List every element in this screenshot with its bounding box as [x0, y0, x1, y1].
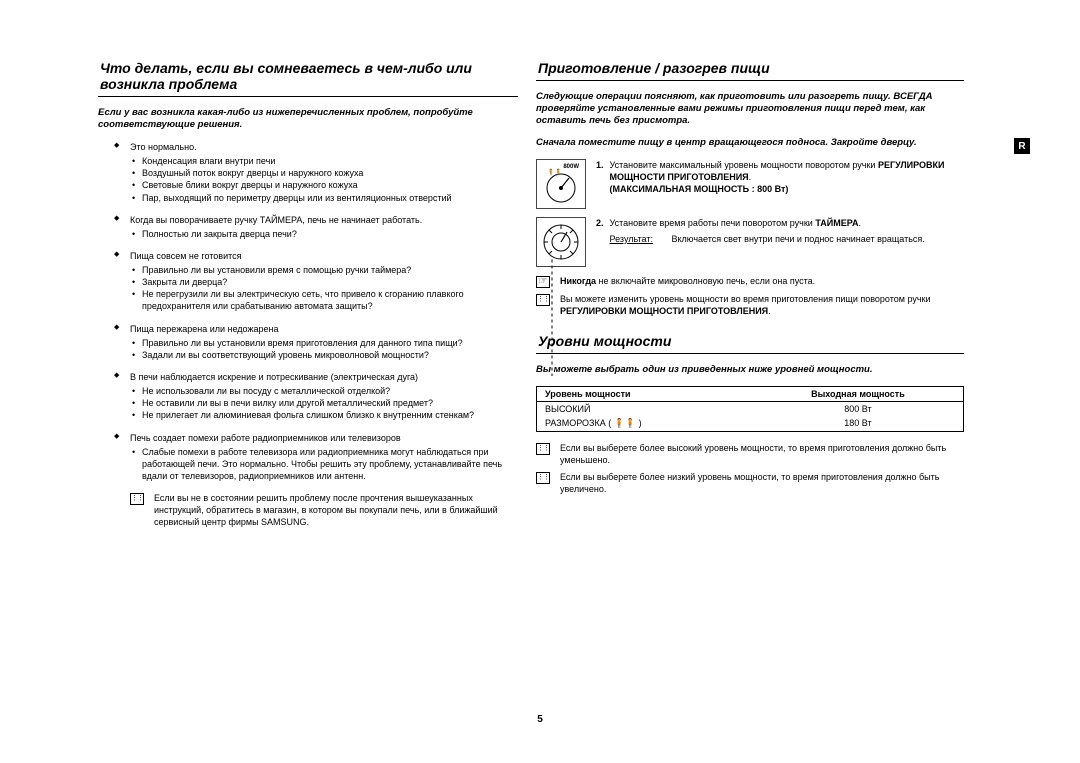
result-text: Включается свет внутри печи и поднос нач… [672, 233, 925, 245]
power-dial-icon: 800W 🧍🧍 [536, 159, 586, 209]
trouble-item: Пища пережарена или недожарена Правильно… [98, 323, 518, 361]
step-number: 1. [596, 159, 604, 209]
sub-item: Световые блики вокруг дверцы и наружного… [130, 179, 518, 191]
note-icon [536, 443, 550, 455]
timer-dial-icon [536, 217, 586, 267]
item-lead: Когда вы поворачиваете ручку ТАЙМЕРА, пе… [130, 215, 422, 225]
tip-text: Если вы выберете более высокий уровень м… [560, 442, 964, 466]
step-1: 800W 🧍🧍 1. Установите максимальный урове… [536, 159, 964, 209]
never-note: Никогда не включайте микроволновую печь,… [536, 275, 964, 288]
sub-item: Закрыта ли дверца? [130, 276, 518, 288]
page-number: 5 [0, 714, 1080, 725]
sub-item: Не оставили ли вы в печи вилку или друго… [130, 397, 518, 409]
table-row: ВЫСОКИЙ 800 Вт [537, 401, 964, 416]
title-text: Приготовление / разогрев пищи [538, 60, 770, 76]
item-lead: Пища пережарена или недожарена [130, 324, 278, 334]
never-bold: Никогда [560, 276, 596, 286]
language-tab: R [1014, 138, 1030, 154]
cooking-intro-2: Сначала поместите пищу в центр вращающег… [536, 137, 964, 149]
left-title: Что делать, если вы сомневаетесь в чем-л… [98, 60, 518, 97]
trouble-item: Это нормально. Конденсация влаги внутри … [98, 141, 518, 204]
cell: 800 Вт [753, 401, 964, 416]
step-2: 2. Установите время работы печи поворото… [536, 217, 964, 267]
col-level: Уровень мощности [537, 386, 753, 401]
table-row: РАЗМОРОЗКА ( 🧍🧍 ) 180 Вт [537, 416, 964, 432]
result-label: Результат: [610, 233, 664, 245]
title-text: Уровни мощности [538, 333, 671, 349]
sub-item: Воздушный поток вокруг дверцы и наружног… [130, 167, 518, 179]
left-column: Что делать, если вы сомневаетесь в чем-л… [98, 60, 518, 529]
samsung-note: Если вы не в состоянии решить проблему п… [98, 492, 518, 528]
trouble-item: Пища совсем не готовится Правильно ли вы… [98, 250, 518, 313]
item-lead: Печь создает помехи работе радиоприемник… [130, 433, 401, 443]
sub-item: Задали ли вы соответствующий уровень мик… [130, 349, 518, 361]
step-bold: ТАЙМЕРА [815, 218, 858, 228]
tip-lower: Если вы выберете более низкий уровень мо… [536, 471, 964, 495]
sub-item: Правильно ли вы установили время пригото… [130, 337, 518, 349]
sub-item: Не перегрузили ли вы электрическую сеть,… [130, 288, 518, 312]
perforation-marks [551, 258, 553, 376]
note-icon [536, 472, 550, 484]
left-title-text: Что делать, если вы сомневаетесь в чем-л… [100, 60, 472, 92]
note-icon [536, 294, 550, 306]
tip-text: Если вы выберете более низкий уровень мо… [560, 471, 964, 495]
power-intro: Вы можете выбрать один из приведенных ни… [536, 364, 964, 376]
hand-icon [536, 276, 550, 288]
sub-item: Не использовали ли вы посуду с металличе… [130, 385, 518, 397]
trouble-item: Когда вы поворачиваете ручку ТАЙМЕРА, пе… [98, 214, 518, 240]
dial-label: 800W [563, 164, 579, 170]
cell: 180 Вт [753, 416, 964, 432]
power-levels-title: Уровни мощности [536, 333, 964, 354]
left-intro: Если у вас возникла какая-либо из нижепе… [98, 107, 518, 131]
never-text: не включайте микроволновую печь, если он… [596, 276, 815, 286]
step-text: Установите время работы печи поворотом р… [610, 218, 816, 228]
item-lead: Это нормально. [130, 142, 197, 152]
cooking-title: Приготовление / разогрев пищи [536, 60, 964, 81]
note-icon [130, 493, 144, 505]
note-text: Если вы не в состоянии решить проблему п… [154, 492, 518, 528]
item-lead: Пища совсем не готовится [130, 251, 242, 261]
trouble-item: В печи наблюдается искрение и потрескива… [98, 371, 518, 422]
note-bold: РЕГУЛИРОВКИ МОЩНОСТИ ПРИГОТОВЛЕНИЯ [560, 306, 768, 316]
svg-text:🧍🧍: 🧍🧍 [547, 168, 562, 176]
cooking-intro-1: Следующие операции поясняют, как пригото… [536, 91, 964, 127]
step-text: Установите максимальный уровень мощности… [610, 160, 878, 170]
note-text: Вы можете изменить уровень мощности во в… [560, 294, 931, 304]
troubleshoot-list: Это нормально. Конденсация влаги внутри … [98, 141, 518, 482]
step-number: 2. [596, 217, 604, 245]
cell: ВЫСОКИЙ [537, 401, 753, 416]
sub-item: Слабые помехи в работе телевизора или ра… [130, 446, 518, 482]
sub-item: Пар, выходящий по периметру дверцы или и… [130, 192, 518, 204]
right-column: Приготовление / разогрев пищи Следующие … [536, 60, 964, 529]
col-output: Выходная мощность [753, 386, 964, 401]
cell: РАЗМОРОЗКА ( 🧍🧍 ) [537, 416, 753, 432]
change-power-note: Вы можете изменить уровень мощности во в… [536, 293, 964, 317]
step-max: (МАКСИМАЛЬНАЯ МОЩНОСТЬ : 800 Вт) [610, 184, 789, 194]
tip-higher: Если вы выберете более высокий уровень м… [536, 442, 964, 466]
sub-item: Конденсация влаги внутри печи [130, 155, 518, 167]
sub-item: Не прилегает ли алюминиевая фольга слишк… [130, 409, 518, 421]
sub-item: Правильно ли вы установили время с помощ… [130, 264, 518, 276]
sub-item: Полностью ли закрыта дверца печи? [130, 228, 518, 240]
item-lead: В печи наблюдается искрение и потрескива… [130, 372, 418, 382]
power-level-table: Уровень мощности Выходная мощность ВЫСОК… [536, 386, 964, 432]
trouble-item: Печь создает помехи работе радиоприемник… [98, 432, 518, 483]
